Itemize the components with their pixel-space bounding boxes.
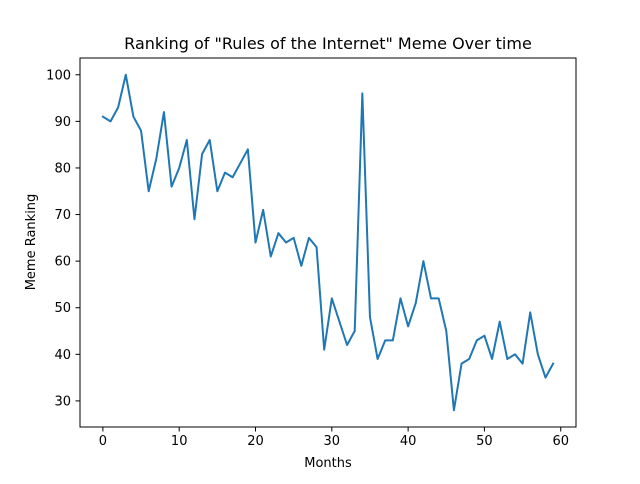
y-tick-label: 80 xyxy=(54,161,71,176)
x-tick-label: 50 xyxy=(476,434,493,449)
chart-title: Ranking of "Rules of the Internet" Meme … xyxy=(124,34,532,53)
y-axis-label: Meme Ranking xyxy=(24,194,39,291)
y-tick-label: 60 xyxy=(54,255,71,270)
series-line-0 xyxy=(101,73,555,412)
y-tick-label: 50 xyxy=(54,301,71,316)
y-tick-label: 30 xyxy=(54,394,71,409)
x-tick-label: 20 xyxy=(247,434,264,449)
y-tick-label: 70 xyxy=(54,208,71,223)
x-tick-label: 40 xyxy=(400,434,417,449)
y-tick-label: 90 xyxy=(54,115,71,130)
x-tick-label: 10 xyxy=(171,434,188,449)
y-tick-label: 40 xyxy=(54,348,71,363)
y-tick-label: 100 xyxy=(46,68,71,83)
x-tick-label: 30 xyxy=(324,434,341,449)
x-tick-label: 60 xyxy=(552,434,569,449)
x-axis-label: Months xyxy=(304,456,352,471)
axes-frame xyxy=(79,57,577,428)
plot-area: 0 10 20 30 40 50 60 30 40 50 60 70 80 90 100 xyxy=(46,57,577,449)
x-tick-label: 0 xyxy=(99,434,107,449)
